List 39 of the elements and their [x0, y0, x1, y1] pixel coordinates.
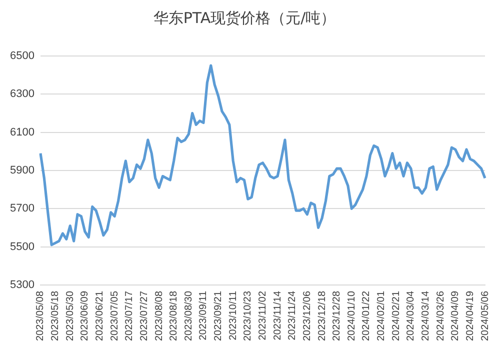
x-tick-label: 2023/11/14 — [272, 290, 284, 340]
x-tick-label: 2023/06/09 — [80, 290, 91, 342]
x-tick-label: 2023/07/27 — [138, 290, 150, 342]
x-tick-label: 2023/11/24 — [287, 290, 298, 340]
x-tick-label: 2023/11/02 — [257, 290, 268, 340]
x-tick-label: 2023/09/21 — [213, 290, 224, 342]
x-tick-label: 2023/08/30 — [183, 290, 194, 342]
x-tick-label: 2023/05/30 — [64, 290, 76, 342]
x-tick-label: 2024/01/10 — [346, 290, 358, 342]
x-tick-label: 2024/02/21 — [390, 290, 402, 342]
x-tick-label: 2023/07/17 — [124, 290, 136, 342]
x-tick-label: 2024/01/22 — [361, 290, 372, 342]
x-tick-label: 2023/05/18 — [50, 290, 62, 342]
y-tick-label: 5300 — [10, 278, 34, 291]
x-tick-label: 2024/02/01 — [376, 290, 388, 342]
x-tick-label: 2023/12/18 — [316, 290, 328, 342]
x-tick-label: 2024/03/14 — [420, 290, 432, 342]
x-tick-label: 2023/10/23 — [242, 290, 254, 342]
y-tick-label: 5500 — [10, 240, 34, 253]
x-tick-label: 2023/07/05 — [109, 290, 120, 342]
y-tick-label: 6300 — [10, 88, 34, 100]
y-tick-label: 6500 — [10, 50, 34, 62]
y-tick-label: 5700 — [10, 202, 34, 215]
x-tick-label: 2023/09/11 — [198, 290, 210, 340]
y-tick-label: 6100 — [10, 126, 34, 138]
x-tick-label: 2024/03/26 — [435, 290, 446, 342]
x-tick-label: 2024/04/09 — [450, 290, 462, 342]
y-tick-label: 5900 — [10, 164, 34, 177]
x-tick-label: 2023/10/11 — [228, 290, 239, 340]
chart-title: 华东PTA现货价格（元/吨） — [153, 8, 336, 27]
x-tick-label: 2023/08/18 — [168, 290, 180, 342]
x-tick-label: 2023/08/08 — [154, 290, 165, 342]
x-tick-label: 2024/05/06 — [480, 290, 491, 342]
x-tick-label: 2024/03/04 — [406, 290, 417, 342]
x-tick-label: 2023/05/08 — [35, 290, 46, 342]
x-tick-label: 2024/04/19 — [464, 290, 476, 342]
x-tick-label: 2023/06/21 — [94, 290, 106, 342]
x-tick-label: 2023/12/06 — [302, 290, 313, 342]
x-tick-label: 2023/12/28 — [332, 290, 343, 342]
